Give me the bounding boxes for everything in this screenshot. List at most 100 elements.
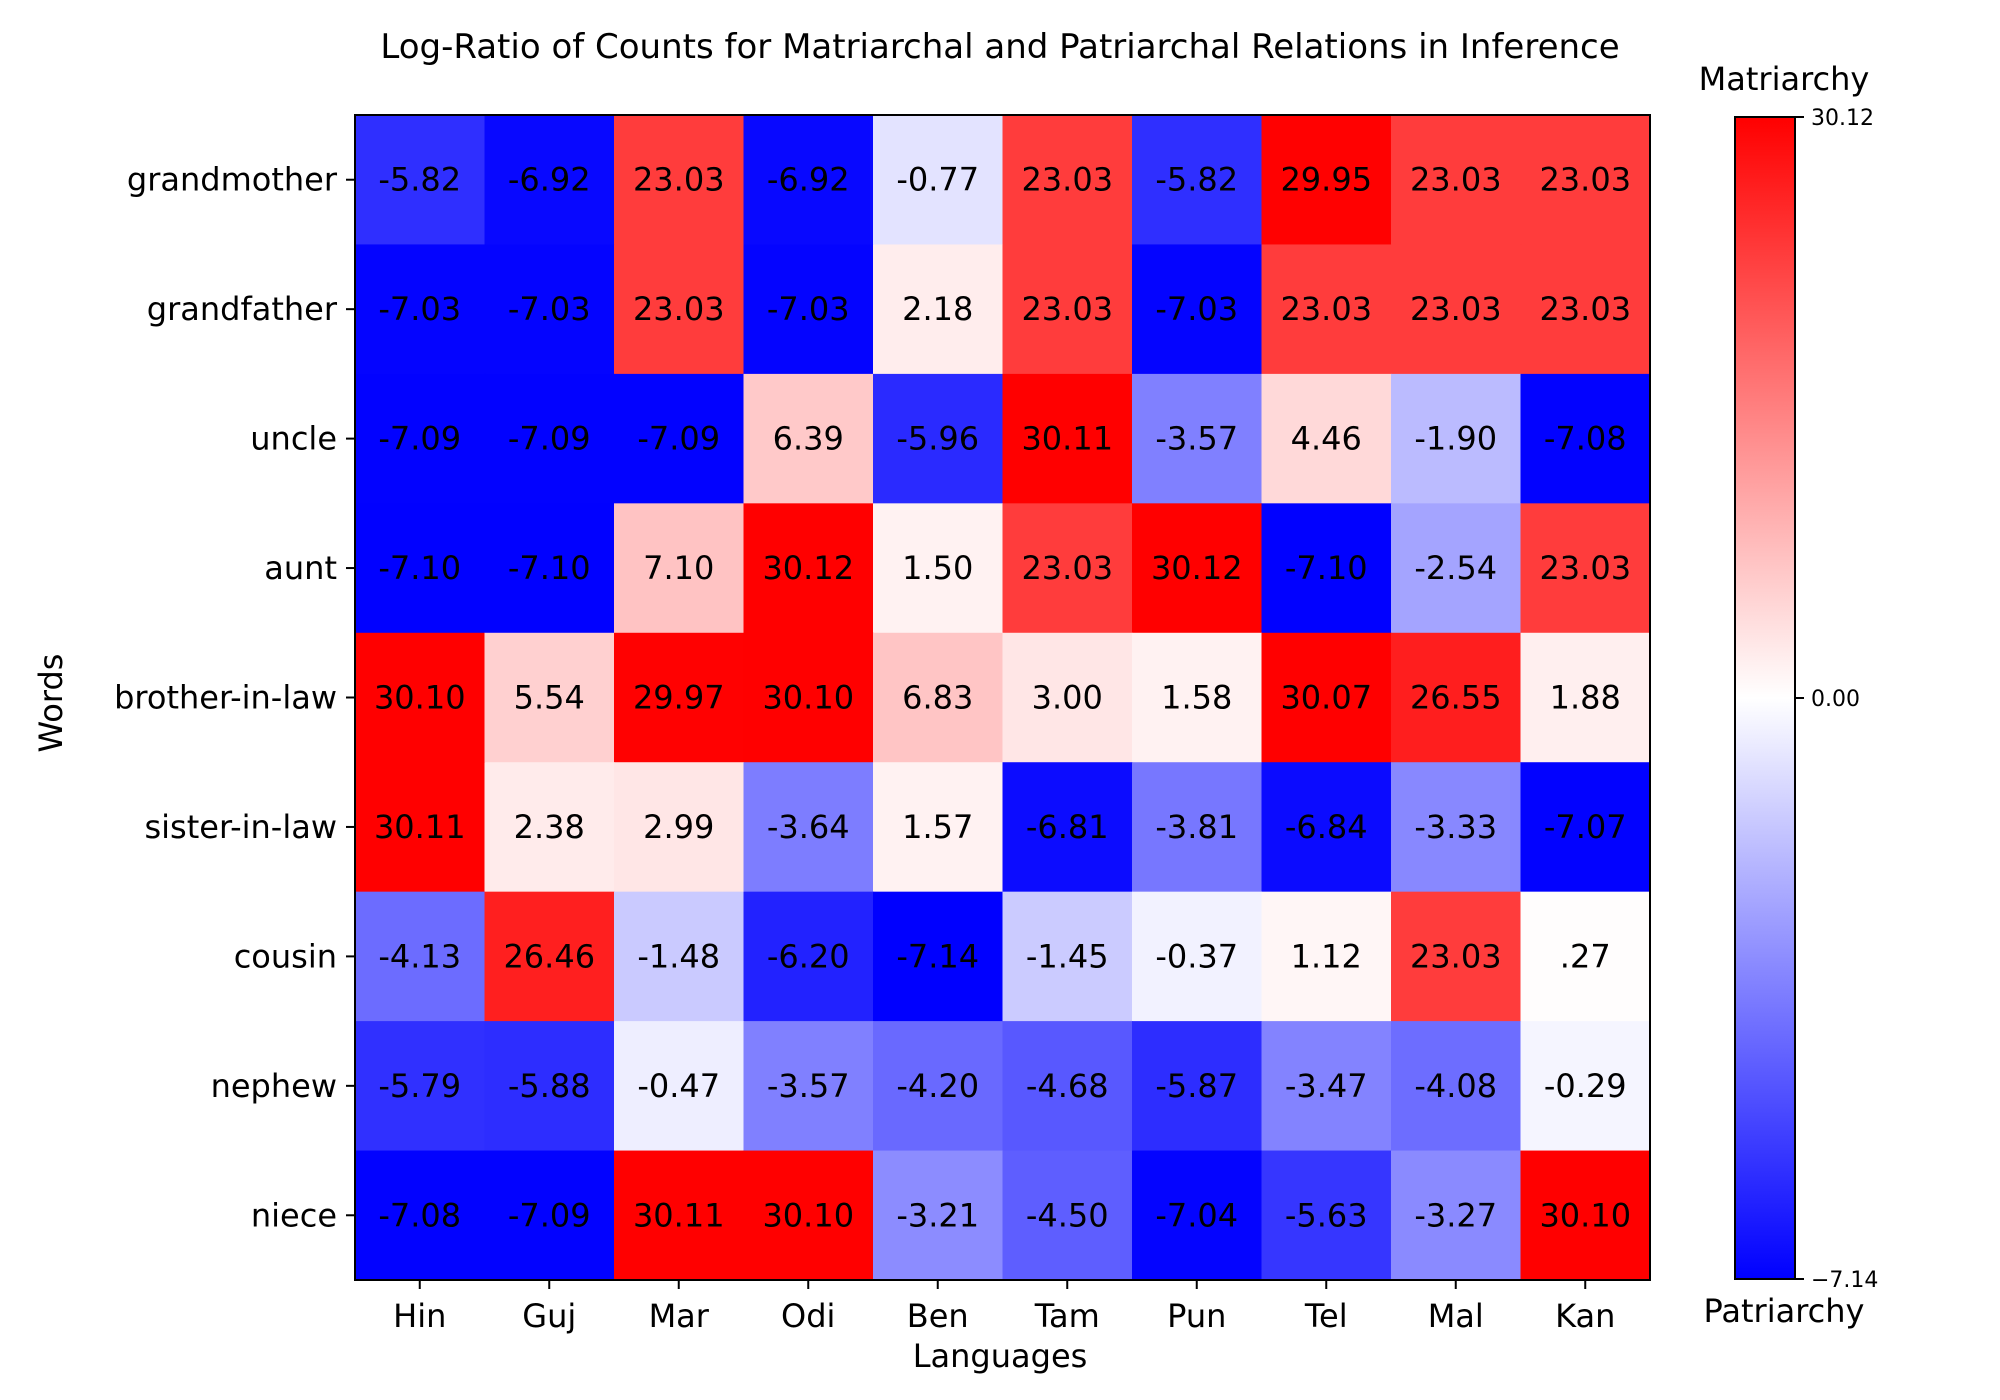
colorbar-tick-label: 0.00 [1811,687,1860,712]
heatmap-cell-grandmother-Tel [1261,115,1392,246]
cell-value-label: 5.54 [514,679,585,717]
heatmap-cell-nephew-Pun [1132,1021,1263,1152]
heatmap-cell-nephew-Ben [873,1021,1004,1152]
cell-value-label: 1.50 [902,549,973,587]
x-axis-label: Languages [913,1337,1088,1375]
heatmap-cell-grandfather-Mal [1391,244,1522,375]
cell-value-label: 6.39 [773,420,844,458]
y-tick-label-uncle: uncle [250,420,337,458]
heatmap-cell-grandfather-Tel [1261,244,1392,375]
heatmap-cell-labels: -5.82 -6.92 23.03 -6.92 -0.77 23.03 -5.82 29.95… [374,161,1631,1235]
heatmap-cell-nephew-Hin [355,1021,486,1152]
cell-value-label: -7.03 [1155,290,1238,328]
heatmap-cell-grandmother-Guj [484,115,615,246]
cell-value-label: -7.03 [767,290,850,328]
cell-value-label: 23.03 [1410,161,1502,199]
heatmap-cell-uncle-Odi [743,373,874,504]
cell-value-label: -3.21 [896,1196,979,1234]
cell-value-label: 30.12 [1151,549,1243,587]
heatmap-cell-niece-Pun [1132,1150,1263,1281]
heatmap-cell-niece-Tam [1002,1150,1133,1281]
heatmap-cell-aunt-Ben [873,503,1004,634]
heatmap-cell-nephew-Tam [1002,1021,1133,1152]
heatmap-cell-uncle-Kan [1520,373,1651,504]
heatmap-cell-grandmother-Kan [1520,115,1651,246]
heatmap-cell-uncle-Pun [1132,373,1263,504]
cell-value-label: -7.09 [508,1196,591,1234]
cell-value-label: -0.77 [896,161,979,199]
cell-value-label: 30.10 [762,679,854,717]
heatmap-cell-sister-in-law-Guj [484,762,615,893]
cell-value-label: 23.03 [633,161,725,199]
cell-value-label: -7.10 [508,549,591,587]
heatmap-cell-grandmother-Hin [355,115,486,246]
cell-value-label: 23.03 [1410,937,1502,975]
heatmap-cell-brother-in-law-Odi [743,632,874,763]
heatmap-cell-aunt-Hin [355,503,486,634]
x-tick-label-Pun: Pun [1167,1297,1226,1335]
colorbar-bottom-label: Patriarchy [1704,1292,1865,1330]
heatmap-cell-uncle-Ben [873,373,1004,504]
cell-value-label: -7.10 [1285,549,1368,587]
cell-value-label: 29.95 [1280,161,1372,199]
heatmap-cell-aunt-Guj [484,503,615,634]
heatmap-cell-niece-Mar [614,1150,745,1281]
y-tick-label-grandmother: grandmother [127,161,338,199]
x-tick-label-Hin: Hin [393,1297,446,1335]
heatmap-cell-grandmother-Odi [743,115,874,246]
heatmap-cell-nephew-Guj [484,1021,615,1152]
cell-value-label: -3.33 [1414,808,1497,846]
cell-value-label: 23.03 [1539,549,1631,587]
heatmap-cell-sister-in-law-Mal [1391,762,1522,893]
heatmap-cell-grandfather-Tam [1002,244,1133,375]
heatmap-cell-aunt-Odi [743,503,874,634]
cell-value-label: 2.99 [643,808,714,846]
x-tick-label-Tel: Tel [1304,1297,1348,1335]
heatmap-cell-cousin-Ben [873,891,1004,1022]
heatmap-cell-aunt-Mar [614,503,745,634]
cell-value-label: 23.03 [1021,161,1113,199]
cell-value-label: 30.10 [1539,1196,1631,1234]
cell-value-label: 30.11 [1021,420,1113,458]
heatmap-cell-brother-in-law-Mar [614,632,745,763]
cell-value-label: -0.47 [637,1067,720,1105]
colorbar-ticks: 30.12 0.00 −7.14 [1795,106,1878,1293]
cell-value-label: 29.97 [633,679,725,717]
heatmap-cell-uncle-Guj [484,373,615,504]
cell-value-label: -4.50 [1026,1196,1109,1234]
x-tick-label-Ben: Ben [907,1297,969,1335]
cell-value-label: -7.14 [896,937,979,975]
heatmap-cell-grandmother-Tam [1002,115,1133,246]
heatmap-cell-sister-in-law-Tel [1261,762,1392,893]
cell-value-label: 2.18 [902,290,973,328]
x-tick-label-Mal: Mal [1428,1297,1484,1335]
x-tick-label-Guj: Guj [522,1297,576,1335]
heatmap-cell-brother-in-law-Tam [1002,632,1133,763]
cell-value-label: -3.57 [1155,420,1238,458]
heatmap-cell-brother-in-law-Kan [1520,632,1651,763]
cell-value-label: -7.09 [378,420,461,458]
heatmap-cell-cousin-Odi [743,891,874,1022]
cell-value-label: 23.03 [1021,549,1113,587]
cell-value-label: 1.12 [1291,937,1362,975]
heatmap-cell-aunt-Pun [1132,503,1263,634]
heatmap-cell-uncle-Mar [614,373,745,504]
heatmap-cell-nephew-Mar [614,1021,745,1152]
heatmap-cell-grandmother-Mar [614,115,745,246]
heatmap-cell-nephew-Kan [1520,1021,1651,1152]
cell-value-label: -4.68 [1026,1067,1109,1105]
cell-value-label: 6.83 [902,679,973,717]
heatmap-cell-sister-in-law-Odi [743,762,874,893]
cell-value-label: -6.84 [1285,808,1368,846]
heatmap-cell-aunt-Mal [1391,503,1522,634]
cell-value-label: -6.92 [508,161,591,199]
heatmap-cell-grandmother-Pun [1132,115,1263,246]
x-tick-label-Kan: Kan [1555,1297,1615,1335]
cell-value-label: -4.20 [896,1067,979,1105]
cell-value-label: 30.10 [374,679,466,717]
y-tick-label-niece: niece [251,1196,337,1234]
heatmap-cell-nephew-Tel [1261,1021,1392,1152]
cell-value-label: -5.63 [1285,1196,1368,1234]
heatmap-cell-uncle-Tel [1261,373,1392,504]
